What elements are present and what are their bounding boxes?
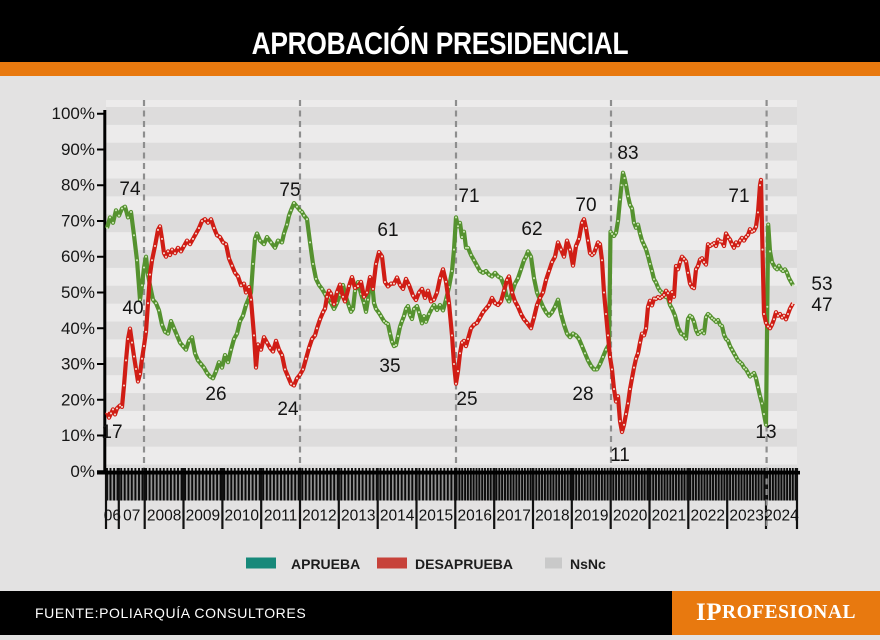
svg-text:71: 71 [728,186,749,207]
svg-text:30%: 30% [61,355,95,374]
svg-text:83: 83 [617,143,638,164]
svg-text:40: 40 [122,298,143,319]
svg-text:2009: 2009 [186,508,220,525]
svg-text:75: 75 [279,180,300,201]
svg-text:80%: 80% [61,176,95,195]
svg-text:2014: 2014 [380,508,415,525]
svg-text:0%: 0% [70,462,95,481]
svg-text:2020: 2020 [613,508,648,525]
svg-text:71: 71 [458,186,479,207]
svg-text:2021: 2021 [652,508,686,525]
svg-text:74: 74 [119,179,141,200]
svg-text:2010: 2010 [225,508,260,525]
svg-text:07: 07 [123,508,140,525]
svg-text:62: 62 [521,219,542,240]
svg-text:70%: 70% [61,212,95,231]
svg-text:35: 35 [379,356,400,377]
svg-text:90%: 90% [61,140,95,159]
svg-text:2012: 2012 [302,508,336,525]
svg-text:25: 25 [456,389,477,410]
svg-text:24: 24 [277,399,299,420]
svg-text:10%: 10% [61,426,95,445]
svg-text:53: 53 [811,274,832,295]
svg-text:28: 28 [572,384,593,405]
svg-text:2022: 2022 [691,508,725,525]
svg-text:26: 26 [205,384,226,405]
svg-text:47: 47 [811,295,832,316]
svg-text:2024: 2024 [764,508,799,525]
svg-text:2011: 2011 [264,508,297,525]
svg-text:11: 11 [610,445,630,466]
svg-text:20%: 20% [61,390,95,409]
svg-text:2017: 2017 [496,508,530,525]
svg-text:APRUEBA: APRUEBA [291,556,360,572]
svg-text:60%: 60% [61,247,95,266]
svg-text:2016: 2016 [458,508,492,525]
svg-text:DESAPRUEBA: DESAPRUEBA [415,556,513,572]
svg-text:70: 70 [575,195,596,216]
svg-text:61: 61 [377,220,398,241]
svg-text:2008: 2008 [147,508,181,525]
svg-text:NsNc: NsNc [570,556,606,572]
svg-text:06: 06 [104,508,121,525]
svg-text:2015: 2015 [419,508,453,525]
svg-text:2013: 2013 [341,508,375,525]
svg-text:40%: 40% [61,319,95,338]
svg-text:13: 13 [755,422,776,443]
svg-text:2018: 2018 [535,508,569,525]
svg-text:100%: 100% [52,104,95,123]
svg-text:17: 17 [101,422,122,443]
svg-text:50%: 50% [61,283,95,302]
svg-text:2019: 2019 [574,508,608,525]
svg-text:2023: 2023 [729,508,763,525]
